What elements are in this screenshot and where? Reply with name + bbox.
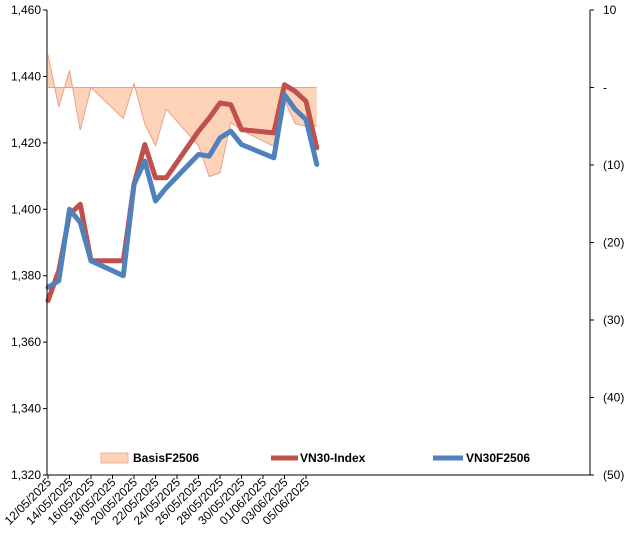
y-left-tick-label: 1,400: [11, 202, 41, 216]
y-right-tick-label: -: [603, 81, 607, 95]
legend-swatch-basis: [100, 452, 129, 464]
y-right-tick-label: 10: [603, 3, 617, 17]
y-left-tick-label: 1,360: [11, 335, 41, 349]
vn30f2506-line: [45, 92, 320, 290]
legend-label-basis: BasisF2506: [133, 451, 199, 465]
y-right-tick-label: (20): [603, 236, 624, 250]
series-lines-layer: [45, 82, 320, 304]
y-right-tick-label: (30): [603, 313, 624, 327]
axes-layer: 1,320 1,340 1,360 1,380 1,400 1,420 1,440 1,460…: [2, 3, 625, 528]
y-left-tick-label: 1,380: [11, 269, 41, 283]
y-left-tick-label: 1,320: [11, 468, 41, 482]
vn30-index-line: [45, 82, 320, 304]
y-left-tick-label: 1,340: [11, 402, 41, 416]
y-right-tick-label: (10): [603, 158, 624, 172]
legend: BasisF2506 VN30-Index VN30F2506: [100, 451, 530, 465]
y-right-tick-label: (40): [603, 391, 624, 405]
y-left-tick-label: 1,460: [11, 3, 41, 17]
y-left-tick-label: 1,420: [11, 136, 41, 150]
basis-area: [48, 54, 317, 177]
legend-label-vn30f2506: VN30F2506: [466, 451, 530, 465]
y-left-tick-label: 1,440: [11, 69, 41, 83]
y-right-tick-label: (50): [603, 468, 624, 482]
legend-label-vn30-index: VN30-Index: [300, 451, 366, 465]
